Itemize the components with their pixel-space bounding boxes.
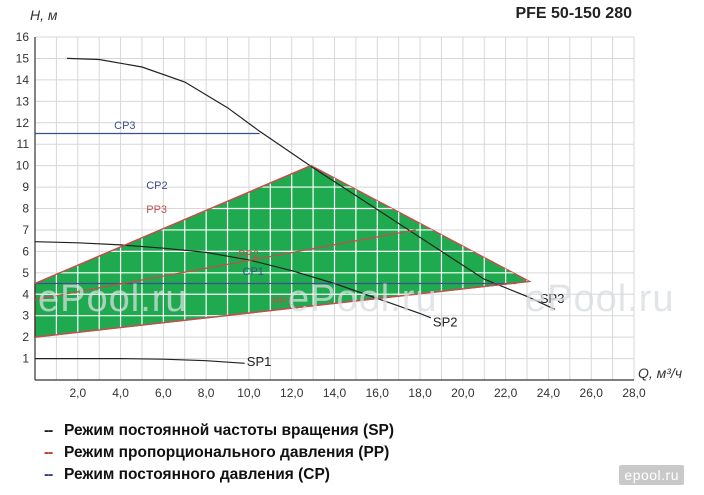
y-tick-label: 9 [22, 180, 29, 194]
y-tick-label: 11 [17, 137, 30, 151]
curve-label-pp3: PP3 [146, 204, 167, 216]
y-tick-label: 16 [16, 30, 30, 44]
series-line-pp [34, 229, 416, 301]
x-tick-label: 2,0 [69, 386, 86, 400]
y-tick-label: 5 [22, 266, 29, 280]
y-tick-label: 2 [22, 330, 29, 344]
x-tick-label: 10,0 [237, 386, 261, 400]
watermark: ePool.ru [525, 278, 675, 320]
series-line-pp [34, 280, 530, 338]
series-line-sp [35, 358, 245, 364]
y-tick-label: 12 [16, 116, 30, 130]
y-tick-label: 1 [22, 352, 29, 366]
x-tick-label: 4,0 [112, 386, 129, 400]
y-tick-label: 13 [16, 94, 30, 108]
x-tick-label: 24,0 [537, 386, 561, 400]
curve-label-cp2: CP2 [146, 180, 167, 192]
curve-label-cp1: CP1 [243, 266, 264, 278]
x-tick-label: 6,0 [155, 386, 172, 400]
curve-label-pp1: PP1 [272, 296, 293, 308]
legend-marker-sp: -- [44, 422, 53, 439]
legend: -- Режим постоянной частоты вращения (SP… [44, 420, 394, 486]
series-line-pp [34, 165, 312, 285]
x-tick-label: 16,0 [366, 386, 390, 400]
watermark: ePool.ru [38, 278, 188, 320]
x-axis-label: Q, м³/ч [638, 365, 682, 381]
x-tick-label: 22,0 [494, 386, 518, 400]
curve-label-cp3: CP3 [114, 120, 135, 132]
y-axis-label: H, м [30, 7, 58, 23]
y-tick-label: 10 [16, 159, 30, 173]
curve-label-pp2: PP2 [238, 249, 259, 261]
legend-item-cp: -- Режим постоянного давления (CP) [44, 464, 394, 486]
legend-label-sp: Режим постоянной частоты вращения (SP) [64, 422, 395, 439]
y-tick-label: 14 [16, 73, 30, 87]
x-tick-label: 26,0 [580, 386, 604, 400]
watermark: ePool.ru [288, 278, 438, 320]
legend-item-pp: -- Режим пропорционального давления (PP) [44, 442, 394, 464]
x-tick-label: 20,0 [451, 386, 475, 400]
x-tick-label: 28,0 [622, 386, 646, 400]
series-line-sp [67, 57, 556, 310]
y-tick-label: 15 [16, 51, 30, 65]
legend-item-sp: -- Режим постоянной частоты вращения (SP… [44, 420, 394, 442]
legend-label-cp: Режим постоянного давления (CP) [64, 466, 330, 483]
curve-label-sp2: SP2 [433, 314, 458, 329]
x-tick-label: 8,0 [198, 386, 215, 400]
curve-label-sp3: SP3 [540, 291, 565, 306]
x-tick-label: 18,0 [408, 386, 432, 400]
y-tick-label: 4 [22, 287, 29, 301]
x-tick-label: 14,0 [323, 386, 347, 400]
legend-label-pp: Режим пропорционального давления (PP) [64, 444, 390, 461]
y-tick-label: 7 [22, 223, 29, 237]
y-tick-label: 6 [22, 244, 29, 258]
y-tick-label: 8 [22, 202, 29, 216]
chart-title: PFE 50-150 280 [515, 5, 632, 22]
legend-marker-pp: -- [44, 444, 53, 461]
y-tick-label: 3 [22, 309, 29, 323]
curve-label-sp1: SP1 [247, 354, 272, 369]
x-tick-label: 12,0 [280, 386, 304, 400]
site-logo: epool.ru [619, 465, 684, 485]
legend-marker-cp: -- [44, 466, 53, 483]
